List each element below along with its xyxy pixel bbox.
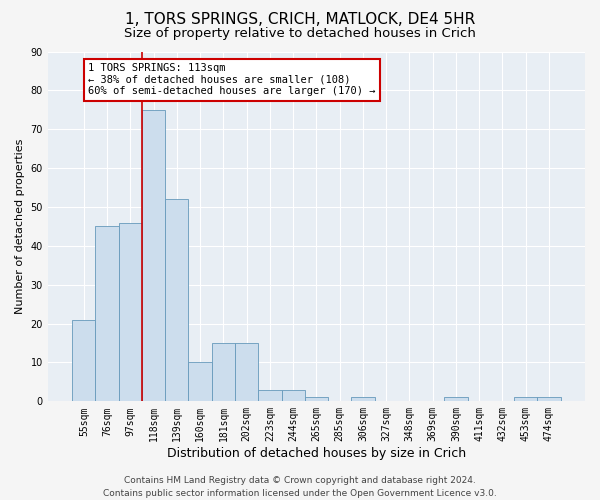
X-axis label: Distribution of detached houses by size in Crich: Distribution of detached houses by size … bbox=[167, 447, 466, 460]
Y-axis label: Number of detached properties: Number of detached properties bbox=[15, 138, 25, 314]
Bar bbox=[281, 390, 305, 402]
Bar bbox=[445, 398, 467, 402]
Text: Contains HM Land Registry data © Crown copyright and database right 2024.
Contai: Contains HM Land Registry data © Crown c… bbox=[103, 476, 497, 498]
Bar bbox=[351, 398, 374, 402]
Bar bbox=[95, 226, 119, 402]
Bar bbox=[235, 343, 258, 402]
Bar bbox=[165, 199, 188, 402]
Bar bbox=[538, 398, 560, 402]
Bar bbox=[212, 343, 235, 402]
Bar bbox=[514, 398, 538, 402]
Text: 1 TORS SPRINGS: 113sqm
← 38% of detached houses are smaller (108)
60% of semi-de: 1 TORS SPRINGS: 113sqm ← 38% of detached… bbox=[88, 63, 376, 96]
Text: 1, TORS SPRINGS, CRICH, MATLOCK, DE4 5HR: 1, TORS SPRINGS, CRICH, MATLOCK, DE4 5HR bbox=[125, 12, 475, 28]
Bar bbox=[72, 320, 95, 402]
Bar bbox=[188, 362, 212, 402]
Bar bbox=[119, 222, 142, 402]
Bar bbox=[258, 390, 281, 402]
Text: Size of property relative to detached houses in Crich: Size of property relative to detached ho… bbox=[124, 28, 476, 40]
Bar bbox=[305, 398, 328, 402]
Bar bbox=[142, 110, 165, 402]
